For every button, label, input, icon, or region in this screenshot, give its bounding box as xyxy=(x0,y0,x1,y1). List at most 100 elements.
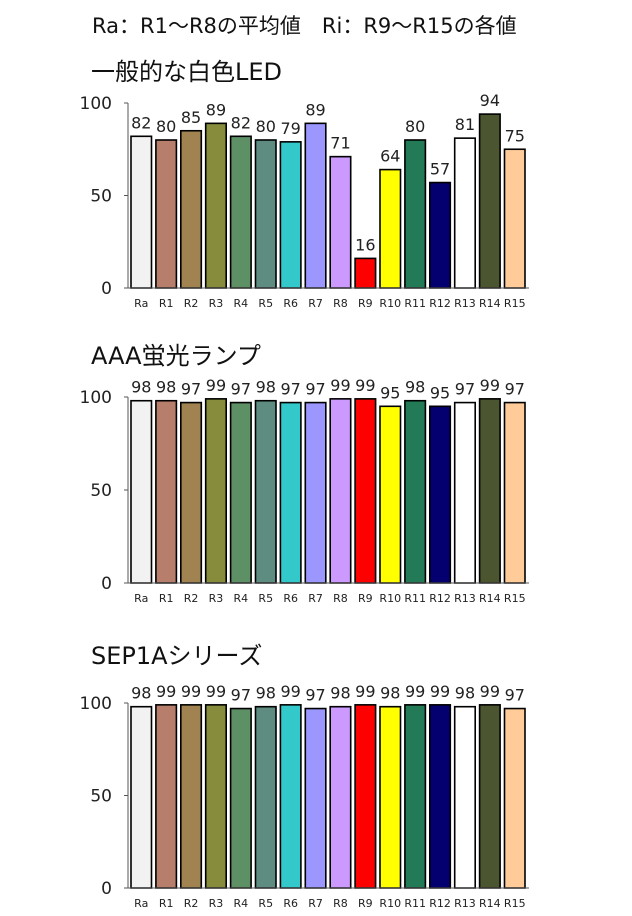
bar-R6 xyxy=(279,141,302,289)
x-tick-label-R5: R5 xyxy=(258,592,273,605)
x-tick-label-R11: R11 xyxy=(404,897,426,910)
data-label-R4: 82 xyxy=(231,113,251,132)
x-tick-label-R9: R9 xyxy=(358,592,373,605)
x-tick-label-Ra: Ra xyxy=(134,897,148,910)
bar-R7 xyxy=(304,707,327,889)
bar-R12 xyxy=(428,181,452,289)
data-label-R8: 99 xyxy=(330,376,350,395)
data-label-R12: 95 xyxy=(430,383,450,402)
x-tick-label-R15: R15 xyxy=(504,897,526,910)
bar-R9 xyxy=(354,257,377,289)
data-label-R9: 99 xyxy=(355,376,375,395)
bar-R2 xyxy=(180,401,203,584)
x-tick-label-R7: R7 xyxy=(308,897,323,910)
bar-R15 xyxy=(503,148,526,289)
data-label-R15: 97 xyxy=(505,686,525,705)
data-label-R8: 98 xyxy=(330,684,350,703)
y-tick-label-50: 50 xyxy=(90,787,112,807)
x-tick-label-R12: R12 xyxy=(429,897,451,910)
bar-R12 xyxy=(428,704,452,889)
bar-R3 xyxy=(204,122,227,289)
data-label-R6: 97 xyxy=(280,380,300,399)
x-tick-label-R4: R4 xyxy=(234,897,249,910)
data-label-R10: 98 xyxy=(380,684,400,703)
bar-R4 xyxy=(229,401,252,584)
x-tick-label-R8: R8 xyxy=(333,897,348,910)
bar-R8 xyxy=(329,398,352,584)
bar-R5 xyxy=(254,139,277,289)
data-label-R13: 98 xyxy=(455,684,475,703)
x-tick-label-R13: R13 xyxy=(454,897,476,910)
x-tick-label-R12: R12 xyxy=(429,297,451,310)
x-tick-label-Ra: Ra xyxy=(134,297,148,310)
data-label-R13: 81 xyxy=(455,115,475,134)
bar-R15 xyxy=(503,401,526,584)
data-label-R11: 99 xyxy=(405,682,425,701)
bar-R1 xyxy=(155,139,178,289)
data-label-R2: 97 xyxy=(181,380,201,399)
y-tick-label-100: 100 xyxy=(80,388,112,408)
x-tick-label-R3: R3 xyxy=(209,897,224,910)
x-tick-label-R7: R7 xyxy=(308,297,323,310)
data-label-R2: 85 xyxy=(181,108,201,127)
bar-R4 xyxy=(229,135,252,289)
bar-R10 xyxy=(379,168,402,289)
x-tick-label-R3: R3 xyxy=(209,592,224,605)
bar-R7 xyxy=(304,122,327,289)
data-label-R2: 99 xyxy=(181,682,201,701)
bar-R1 xyxy=(155,704,178,889)
bar-R11 xyxy=(404,704,427,889)
bar-R12 xyxy=(428,405,452,584)
x-tick-label-R10: R10 xyxy=(379,897,401,910)
x-tick-label-R10: R10 xyxy=(379,297,401,310)
bar-R5 xyxy=(254,399,277,584)
bar-chart-sep1a-series: 98 Ra 99 R1 99 R2 99 R3 97 R4 98 R5 99 R6 97 R7 98 R8 99 R9… xyxy=(80,682,529,910)
data-label-R10: 64 xyxy=(380,147,400,166)
data-label-R11: 98 xyxy=(405,378,425,397)
data-label-R3: 89 xyxy=(206,100,226,119)
x-tick-label-R15: R15 xyxy=(504,297,526,310)
y-tick-label-0: 0 xyxy=(101,279,112,299)
bar-R5 xyxy=(254,705,277,889)
x-tick-label-R5: R5 xyxy=(258,897,273,910)
x-tick-label-R2: R2 xyxy=(184,897,199,910)
data-label-R1: 99 xyxy=(156,682,176,701)
y-tick-label-0: 0 xyxy=(101,879,112,899)
bar-R13 xyxy=(453,401,477,584)
x-tick-label-R11: R11 xyxy=(404,297,426,310)
x-tick-label-R3: R3 xyxy=(209,297,224,310)
x-tick-label-R10: R10 xyxy=(379,592,401,605)
x-tick-label-R9: R9 xyxy=(358,897,373,910)
data-label-R15: 75 xyxy=(505,126,525,145)
data-label-R7: 89 xyxy=(305,100,325,119)
bar-R13 xyxy=(453,705,477,889)
x-tick-label-R2: R2 xyxy=(184,297,199,310)
bar-Ra xyxy=(130,705,153,889)
x-tick-label-R1: R1 xyxy=(159,297,174,310)
x-tick-label-R6: R6 xyxy=(283,592,298,605)
bar-R13 xyxy=(453,137,477,289)
bar-R4 xyxy=(229,707,252,889)
x-tick-label-R6: R6 xyxy=(283,297,298,310)
x-tick-label-R12: R12 xyxy=(429,592,451,605)
y-tick-label-50: 50 xyxy=(90,187,112,207)
data-label-Ra: 98 xyxy=(131,684,151,703)
chart-title-sep1a-series: SEP1Aシリーズ xyxy=(91,642,263,670)
data-label-R6: 79 xyxy=(280,119,300,138)
data-label-R5: 98 xyxy=(256,378,276,397)
bar-R3 xyxy=(204,398,227,584)
data-label-R14: 99 xyxy=(480,376,500,395)
data-label-R10: 95 xyxy=(380,383,400,402)
bar-R6 xyxy=(279,704,302,889)
y-tick-label-100: 100 xyxy=(80,694,112,714)
x-tick-label-Ra: Ra xyxy=(134,592,148,605)
data-label-R7: 97 xyxy=(305,380,325,399)
bar-R9 xyxy=(354,704,377,889)
x-tick-label-R6: R6 xyxy=(283,897,298,910)
data-label-R7: 97 xyxy=(305,686,325,705)
data-label-R9: 16 xyxy=(355,235,375,254)
data-label-R5: 80 xyxy=(256,117,276,136)
bar-R15 xyxy=(503,707,526,889)
x-tick-label-R13: R13 xyxy=(454,297,476,310)
data-label-R11: 80 xyxy=(405,117,425,136)
